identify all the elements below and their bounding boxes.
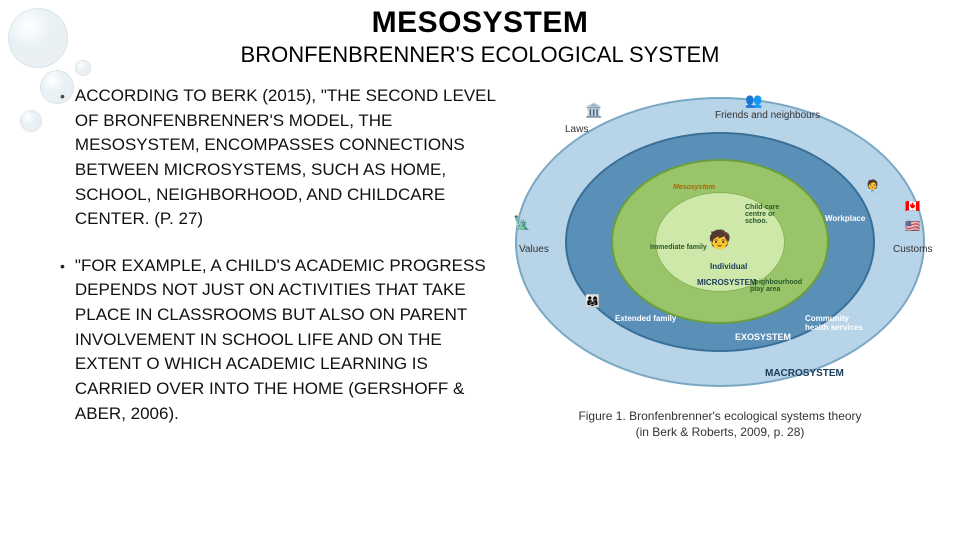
- individual-label: Individual: [710, 262, 747, 271]
- subtitle: BRONFENBRENNER'S ECOLOGICAL SYSTEM: [0, 42, 960, 68]
- workplace-label: Workplace: [825, 214, 865, 223]
- title-block: MESOSYSTEM BRONFENBRENNER'S ECOLOGICAL S…: [0, 0, 960, 68]
- figure-column: 🧒 Individual MICROSYSTEM EXOSYSTEM MACRO…: [500, 84, 940, 448]
- bullet-dot: •: [60, 258, 65, 426]
- friends-label: Friends and neighbours: [715, 110, 820, 121]
- playarea-label: Neighbourhood play area: [750, 279, 805, 293]
- decorative-bubbles: [0, 0, 120, 200]
- liberty-icon: 🗽: [513, 214, 530, 231]
- child-icon: 🧒: [709, 229, 731, 250]
- figure-caption: Figure 1. Bronfenbrenner's ecological sy…: [578, 409, 861, 440]
- extended-family-label: Extended family: [615, 314, 676, 323]
- flag-ca-icon: 🇨🇦: [905, 199, 920, 213]
- neighbours-icon: 👥: [745, 92, 762, 109]
- laws-label: Laws: [565, 124, 588, 135]
- capitol-icon: 🏛️: [585, 102, 602, 119]
- customs-label: Customs: [893, 244, 932, 255]
- meso-arrow-label: Mesosystem: [673, 184, 715, 191]
- family-icon: 👨‍👩‍👧: [585, 294, 600, 308]
- bullet-2-text: "FOR EXAMPLE, A CHILD'S ACADEMIC PROGRES…: [75, 254, 500, 426]
- main-title: MESOSYSTEM: [0, 6, 960, 40]
- bullet-2: • "FOR EXAMPLE, A CHILD'S ACADEMIC PROGR…: [60, 254, 500, 426]
- flag-us-icon: 🇺🇸: [905, 219, 920, 233]
- bullet-1: • ACCORDING TO BERK (2015), "THE SECOND …: [60, 84, 500, 232]
- content-row: • ACCORDING TO BERK (2015), "THE SECOND …: [0, 68, 960, 448]
- ecological-diagram: 🧒 Individual MICROSYSTEM EXOSYSTEM MACRO…: [505, 84, 935, 399]
- microsystem-label: MICROSYSTEM: [697, 278, 757, 287]
- bullet-1-text: ACCORDING TO BERK (2015), "THE SECOND LE…: [75, 84, 500, 232]
- macrosystem-label: MACROSYSTEM: [765, 368, 844, 379]
- community-health-label: Community health services: [805, 314, 865, 332]
- worker-icon: 🧑‍💼: [865, 179, 880, 193]
- values-label: Values: [519, 244, 549, 255]
- caption-line1: Figure 1. Bronfenbrenner's ecological sy…: [578, 409, 861, 423]
- immediate-family-label: Immediate family: [650, 244, 707, 251]
- exosystem-label: EXOSYSTEM: [735, 332, 791, 342]
- childcare-label: Child-care centre or schoo.: [745, 204, 795, 225]
- text-column: • ACCORDING TO BERK (2015), "THE SECOND …: [60, 84, 500, 448]
- caption-line2: (in Berk & Roberts, 2009, p. 28): [636, 425, 805, 439]
